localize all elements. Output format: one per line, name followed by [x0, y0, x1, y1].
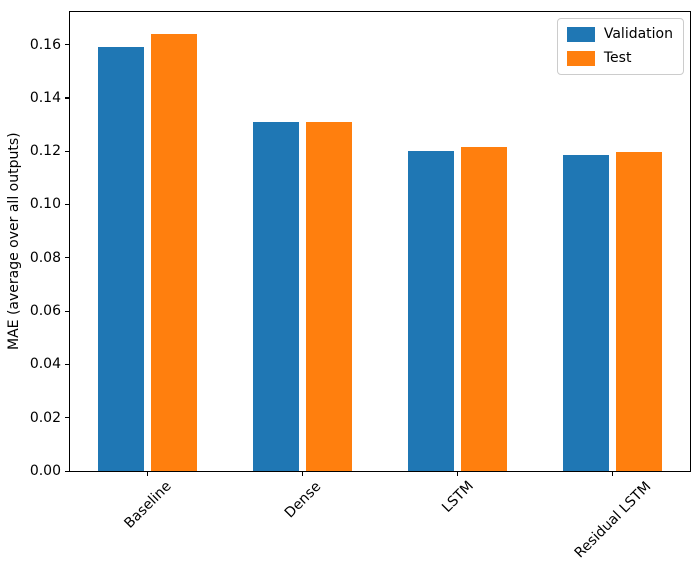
y-tick-mark: [65, 257, 69, 259]
y-tick-mark: [65, 44, 69, 46]
y-tick-label: 0.06: [29, 303, 61, 320]
x-tick-label: Dense: [281, 478, 324, 522]
bar-test-dense: [305, 121, 353, 471]
bar-test-residual-lstm: [615, 152, 663, 471]
y-tick-mark: [65, 203, 69, 206]
x-tick-mark: [612, 472, 614, 476]
bar-validation-dense: [252, 121, 300, 471]
y-tick-label: 0.00: [29, 463, 61, 479]
legend-label-validation: Validation: [603, 26, 673, 42]
y-tick-label: 0.10: [29, 196, 61, 213]
y-tick-mark: [65, 150, 69, 152]
y-tick-mark: [65, 417, 69, 419]
x-tick-label: LSTM: [438, 478, 477, 517]
bar-validation-lstm: [407, 150, 455, 471]
validation-color-swatch-icon: [566, 27, 595, 42]
y-tick-mark: [65, 97, 69, 99]
bar-validation-baseline: [97, 47, 145, 471]
y-tick-label: 0.04: [29, 356, 61, 373]
x-tick-mark: [302, 472, 304, 476]
y-axis-label: MAE (average over all outputs): [6, 132, 22, 351]
bar-test-lstm: [460, 146, 508, 471]
y-tick-label: 0.08: [29, 249, 61, 266]
x-tick-mark: [147, 472, 149, 476]
test-color-swatch-icon: [566, 51, 595, 66]
legend: Validation Test: [556, 18, 684, 75]
y-tick-label: 0.12: [29, 143, 61, 160]
legend-item-test: Test: [566, 49, 673, 68]
y-tick-mark: [65, 310, 69, 312]
bar-test-baseline: [150, 33, 198, 471]
y-tick-label: 0.16: [29, 36, 61, 53]
y-tick-mark: [65, 363, 69, 366]
y-tick-mark: [65, 470, 69, 472]
y-tick-label: 0.14: [29, 89, 61, 106]
bar-validation-residual-lstm: [562, 154, 610, 471]
x-tick-mark: [457, 472, 459, 476]
x-tick-label: Residual LSTM: [571, 478, 654, 562]
x-tick-label: Baseline: [120, 478, 175, 532]
y-tick-label: 0.02: [29, 409, 61, 426]
legend-item-validation: Validation: [566, 25, 673, 44]
legend-label-test: Test: [603, 50, 632, 66]
